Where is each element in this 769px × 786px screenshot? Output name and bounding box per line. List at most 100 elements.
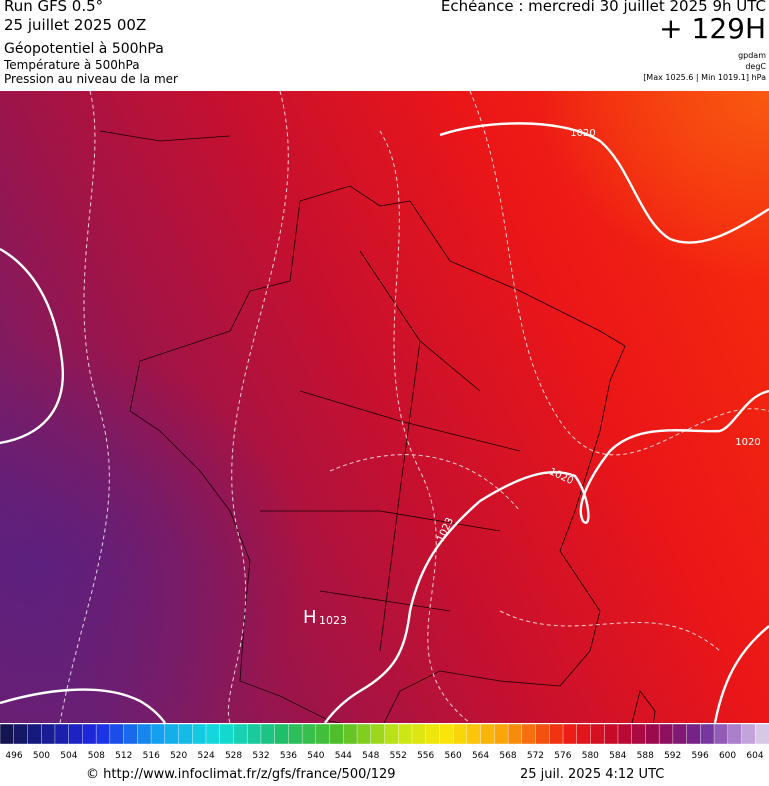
colorbar-label: 536 <box>280 751 297 761</box>
colorbar-label: 528 <box>225 751 242 761</box>
source: © http://www.infoclimat.fr/z/gfs/france/… <box>86 767 396 782</box>
colorbar-swatch <box>439 723 454 745</box>
colorbar-swatch <box>0 723 15 745</box>
colorbar-swatch <box>219 723 234 745</box>
pressure-range: [Max 1025.6 | Min 1019.1] hPa <box>643 73 766 82</box>
colorbar-swatch <box>549 723 564 745</box>
colorbar-swatch <box>27 723 42 745</box>
colorbar-swatch <box>398 723 413 745</box>
colorbar-label: 512 <box>115 751 132 761</box>
colorbar-swatch <box>590 723 605 745</box>
colorbar-swatch <box>741 723 756 745</box>
colorbar-swatch <box>631 723 646 745</box>
colorbar-label: 596 <box>692 751 709 761</box>
field-2: Température à 500hPa <box>4 58 140 72</box>
colorbar-swatch <box>713 723 729 745</box>
colorbar-label: 500 <box>33 751 50 761</box>
colorbar-swatch <box>494 723 509 745</box>
isobar-label: 1020 <box>735 437 760 448</box>
colorbar-swatch <box>178 723 193 745</box>
colorbar-label: 584 <box>609 751 626 761</box>
colorbar-swatch <box>755 723 769 745</box>
colorbar-swatch <box>672 723 688 745</box>
warm-zone <box>0 91 769 723</box>
colorbar-label: 568 <box>499 751 516 761</box>
colorbar-swatch <box>645 723 660 745</box>
colorbar-swatch <box>425 723 440 745</box>
colorbar-label: 588 <box>637 751 654 761</box>
colorbar-swatch <box>507 723 523 745</box>
isobar-label: 1020 <box>570 128 595 139</box>
colorbar-swatch <box>466 723 482 745</box>
run-title: Run GFS 0.5° <box>4 0 104 15</box>
colorbar-swatch <box>411 723 427 745</box>
isotherms <box>59 91 769 723</box>
colorbar-swatch <box>274 723 289 745</box>
lead-time: + 129H <box>659 12 766 45</box>
colorbar-swatch <box>727 723 743 745</box>
colorbar-swatch <box>384 723 399 745</box>
run-date: 25 juillet 2025 00Z <box>4 16 147 34</box>
colorbar-label: 572 <box>527 751 544 761</box>
colorbar-swatch <box>356 723 372 745</box>
colorbar-label: 532 <box>252 751 269 761</box>
colorbar-label: 516 <box>143 751 160 761</box>
colorbar-swatch <box>562 723 578 745</box>
colorbar-swatch <box>480 723 495 745</box>
colorbar-swatch <box>123 723 138 745</box>
colorbar-label: 508 <box>88 751 105 761</box>
colorbar-swatch <box>370 723 385 745</box>
colorbar-label: 560 <box>445 751 462 761</box>
high-value: 1023 <box>319 614 347 627</box>
colorbar-label: 564 <box>472 751 489 761</box>
colorbar-swatch <box>260 723 276 745</box>
colorbar-swatch <box>617 723 633 745</box>
colorbar-swatch <box>301 723 317 745</box>
colorbar-swatch <box>343 723 358 745</box>
colorbar-label: 552 <box>390 751 407 761</box>
colorbar-swatch <box>315 723 331 745</box>
colorbar-swatch <box>82 723 97 745</box>
run-time: 25 juil. 2025 4:12 UTC <box>520 767 665 782</box>
colorbar-label: 604 <box>746 751 763 761</box>
colorbar-swatch <box>95 723 111 745</box>
colorbar-label: 524 <box>198 751 215 761</box>
colorbar-swatch <box>13 723 28 745</box>
colorbar-swatch <box>686 723 701 745</box>
borders <box>99 130 656 723</box>
colorbar-swatch <box>137 723 152 745</box>
colorbar-swatch <box>246 723 262 745</box>
colorbar-swatch <box>164 723 180 745</box>
colorbar: 496 500 504 508 512 516 520 524 528 532 536 540 544 5… <box>0 723 769 761</box>
colorbar-swatch <box>700 723 715 745</box>
colorbar-swatch <box>68 723 83 745</box>
colorbar-swatch <box>604 723 619 745</box>
colorbar-swatch <box>576 723 591 745</box>
colorbar-label: 520 <box>170 751 187 761</box>
colorbar-label: 548 <box>362 751 379 761</box>
unit-gpdam: gpdam <box>738 51 766 60</box>
colorbar-swatch <box>535 723 550 745</box>
colorbar-label: 600 <box>719 751 736 761</box>
field-3: Pression au niveau de la mer <box>4 72 178 86</box>
colorbar-swatch <box>150 723 166 745</box>
colorbar-swatch <box>329 723 344 745</box>
colorbar-swatch <box>109 723 125 745</box>
colorbar-label: 496 <box>5 751 22 761</box>
colorbar-swatch <box>205 723 221 745</box>
isobars <box>0 122 769 723</box>
colorbar-label: 540 <box>307 751 324 761</box>
colorbar-label: 504 <box>60 751 77 761</box>
map: 1020 1020 1020 1023 H 1023 <box>0 91 769 723</box>
colorbar-label: 592 <box>664 751 681 761</box>
colorbar-label: 556 <box>417 751 434 761</box>
colorbar-swatch <box>658 723 674 745</box>
colorbar-swatch <box>233 723 248 745</box>
colorbar-swatch <box>54 723 70 745</box>
colorbar-label: 544 <box>335 751 352 761</box>
colorbar-swatch <box>192 723 207 745</box>
colorbar-swatch <box>452 723 468 745</box>
unit-degc: degC <box>745 62 766 71</box>
field-1: Géopotentiel à 500hPa <box>4 41 164 57</box>
high-symbol: H <box>303 607 317 628</box>
